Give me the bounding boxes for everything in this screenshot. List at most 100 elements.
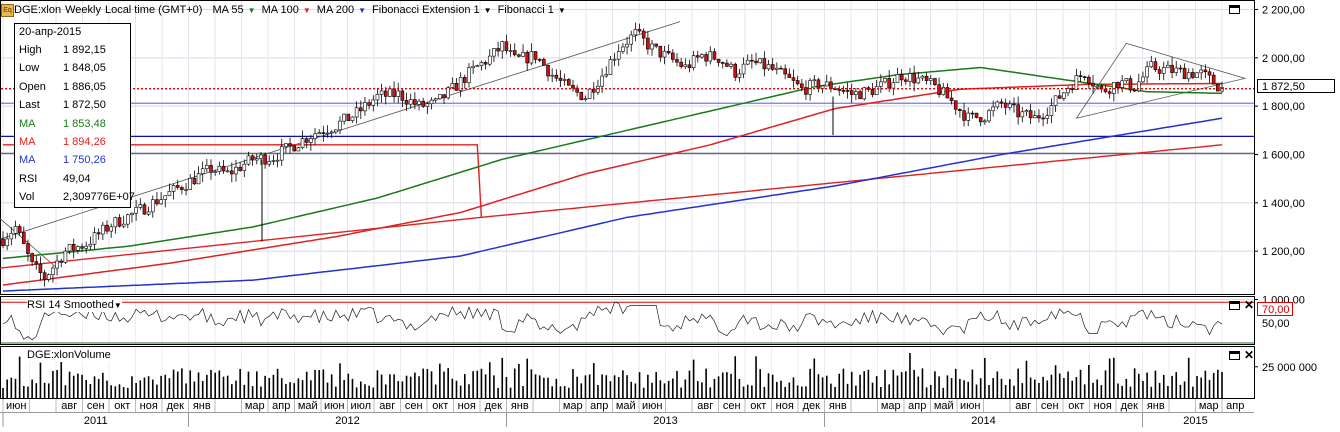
- candle-body: [733, 63, 738, 78]
- candle-body: [924, 75, 929, 81]
- candle-body: [708, 51, 713, 62]
- month-label: мар: [881, 400, 901, 412]
- rsi-panel-title[interactable]: RSI 14 Smoothed▼: [27, 299, 122, 312]
- info-row: RSI 49,04: [19, 172, 91, 186]
- month-label: дек: [1121, 400, 1139, 412]
- dropdown-arrow-icon[interactable]: ▼: [483, 6, 492, 15]
- candle-body: [288, 143, 292, 147]
- candle-body: [612, 58, 617, 61]
- info-key: MA: [19, 117, 36, 130]
- period-label[interactable]: Weekly: [65, 4, 101, 16]
- indicator-4[interactable]: Fibonacci 1: [497, 4, 554, 16]
- year-label: 2011: [84, 415, 108, 427]
- indicator-3[interactable]: Fibonacci Extension 1: [372, 4, 480, 16]
- candle-body: [916, 77, 921, 84]
- candle-body: [429, 99, 434, 105]
- candle-body: [167, 191, 172, 197]
- volume-panel-title[interactable]: DGE:xlonVolume: [27, 349, 111, 362]
- indicator-0[interactable]: MA 55: [212, 4, 244, 16]
- candle-body: [1062, 92, 1066, 99]
- candle-body: [779, 67, 783, 70]
- candle-body: [879, 81, 883, 87]
- candle-body: [34, 261, 39, 265]
- candle-body: [862, 87, 867, 100]
- month-label: апр: [1226, 400, 1244, 412]
- candle-body: [1082, 76, 1087, 79]
- month-label: сен: [723, 400, 741, 412]
- candle-body: [720, 62, 725, 64]
- dropdown-arrow-icon[interactable]: ▼: [247, 6, 256, 15]
- dropdown-arrow-icon[interactable]: ▼: [358, 6, 367, 15]
- month-label: ноя: [1094, 400, 1112, 412]
- candle-body: [654, 43, 658, 47]
- info-value: 49,04: [63, 172, 91, 185]
- month-label: сен: [405, 400, 423, 412]
- candle-body: [404, 100, 409, 105]
- candle-body: [1124, 78, 1129, 82]
- dropdown-arrow-icon[interactable]: ▼: [302, 6, 311, 15]
- price-tick-label: 2 200,00: [1262, 5, 1305, 17]
- candle-body: [775, 67, 779, 70]
- info-key: Low: [19, 62, 40, 75]
- candle-body: [1195, 72, 1199, 78]
- candle-body: [1053, 95, 1058, 106]
- candle-body: [383, 90, 388, 97]
- info-row: MA 1 750,26: [19, 153, 106, 167]
- candle-body: [113, 217, 118, 228]
- timezone-label[interactable]: Local time (GMT+0): [104, 4, 203, 16]
- candle-body: [1045, 115, 1050, 119]
- month-label: июл: [350, 400, 371, 412]
- dropdown-arrow-icon[interactable]: ▼: [557, 6, 566, 15]
- month-label: янв: [193, 400, 211, 412]
- app-icon: Eq: [1, 4, 14, 17]
- candle-body: [525, 52, 530, 64]
- candle-body: [254, 158, 259, 161]
- candle-body: [604, 74, 609, 77]
- candle-body: [400, 90, 405, 101]
- candle-body: [338, 120, 342, 131]
- rsi-close-icon[interactable]: ✕: [1244, 298, 1255, 312]
- candle-body: [829, 81, 833, 90]
- candle-body: [883, 78, 887, 83]
- candle-body: [1020, 111, 1025, 118]
- info-row: Open 1 886,05: [19, 80, 106, 94]
- candle-body: [1203, 69, 1208, 73]
- indicator-1[interactable]: MA 100: [261, 4, 299, 16]
- candle-body: [196, 173, 201, 185]
- candle-body: [242, 163, 247, 171]
- year-label: 2013: [653, 415, 677, 427]
- candle-body: [1078, 75, 1083, 78]
- candle-body: [1107, 91, 1112, 94]
- candle-body: [109, 226, 113, 232]
- candle-body: [679, 61, 683, 67]
- candle-body: [17, 226, 22, 233]
- volume-panel-frame: [0, 346, 1255, 399]
- candle-body: [259, 154, 263, 159]
- month-label: ноя: [140, 400, 158, 412]
- rsi-maximize-icon[interactable]: [1229, 301, 1240, 310]
- candle-body: [500, 41, 505, 52]
- candle-body: [953, 100, 958, 110]
- candle-body: [637, 29, 642, 32]
- symbol-label[interactable]: DGE:xlon: [14, 4, 62, 16]
- candle-body: [1003, 102, 1008, 108]
- volume-close-icon[interactable]: ✕: [1244, 348, 1255, 362]
- dropdown-arrow-icon[interactable]: ▼: [113, 301, 122, 310]
- candle-body: [633, 29, 638, 36]
- candle-body: [658, 45, 663, 58]
- candle-body: [858, 91, 862, 100]
- candle-body: [783, 68, 787, 75]
- candle-body: [1132, 89, 1137, 92]
- candle-body: [1161, 67, 1166, 74]
- candle-body: [1145, 66, 1149, 78]
- info-value: 1 750,26: [63, 154, 106, 167]
- long-trend-line: [3, 144, 1223, 219]
- candle-body: [933, 78, 937, 85]
- maximize-icon[interactable]: [1229, 5, 1240, 14]
- candle-body: [958, 109, 962, 111]
- candle-body: [521, 52, 525, 57]
- indicator-2[interactable]: MA 200: [316, 4, 355, 16]
- volume-maximize-icon[interactable]: [1229, 351, 1240, 360]
- info-value: 2,309776E+07: [63, 191, 135, 204]
